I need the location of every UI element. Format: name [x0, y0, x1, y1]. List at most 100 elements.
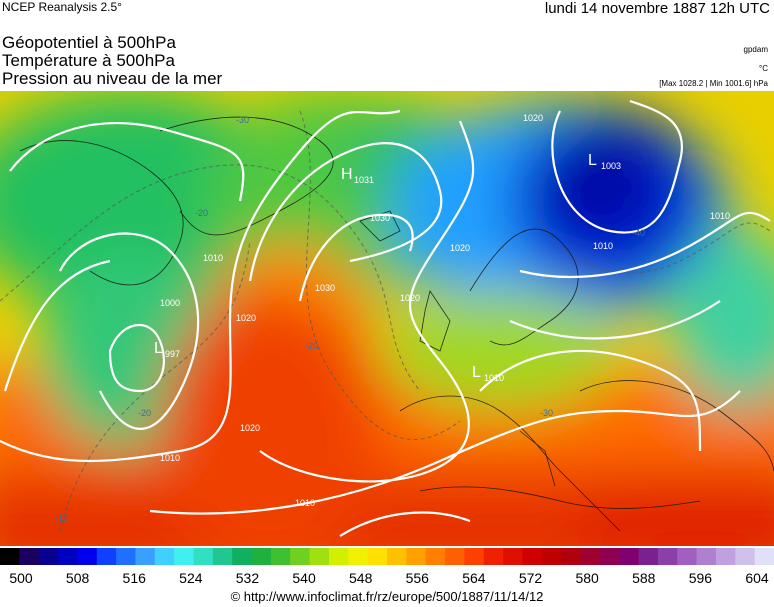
color-scale-tick-label: 596 — [688, 570, 713, 586]
color-scale-swatch — [154, 548, 175, 565]
color-scale-swatch — [580, 548, 601, 565]
color-scale-swatch — [715, 548, 736, 565]
color-scale-swatch — [232, 548, 253, 565]
isobar-label: 1030 — [315, 283, 335, 293]
isobar-label: 1020 — [236, 313, 256, 323]
color-scale-swatch — [735, 548, 756, 565]
color-scale-swatch — [503, 548, 523, 565]
color-scale-swatch — [445, 548, 465, 565]
color-scale-swatch — [619, 548, 640, 565]
isobar-label: 1010 — [593, 241, 613, 251]
color-scale-swatch — [367, 548, 388, 565]
color-scale-labels: 500 508 516 524 532 540 548 556 564 572 580 588 596 6… — [0, 570, 774, 588]
temperature-labels: -30 -20 -20 -20 -10 -40 -30 — [55, 115, 645, 523]
color-scale-tick-label: 556 — [405, 570, 429, 586]
credit-url[interactable]: © http://www.infoclimat.fr/rz/europe/500… — [230, 589, 544, 604]
isobar-label: 1020 — [400, 293, 420, 303]
color-scale-swatch — [406, 548, 427, 565]
high-pressure-value: 1031 — [354, 175, 374, 185]
date-label: lundi 14 novembre 1887 12h UTC — [544, 0, 770, 17]
color-scale-swatch — [657, 548, 678, 565]
color-scale-tick-label: 516 — [122, 570, 146, 586]
low-pressure-marker: L — [154, 340, 163, 357]
geopotential-field — [0, 91, 774, 546]
unit-pressure-range: [Max 1028.2 | Min 1001.6] hPa — [659, 79, 768, 88]
color-scale-swatch — [38, 548, 59, 565]
color-scale-swatch — [541, 548, 562, 565]
title-pressure: Pression au niveau de la mer — [2, 69, 223, 88]
color-scale-swatch — [212, 548, 233, 565]
isobar-label: 1020 — [450, 243, 470, 253]
temperature-label: -30 — [540, 408, 553, 418]
isobar-label: 1010 — [160, 453, 180, 463]
color-scale-swatch — [599, 548, 620, 565]
color-scale-swatch — [638, 548, 659, 565]
color-scale-swatch — [0, 548, 20, 565]
color-scale-swatch — [309, 548, 330, 565]
color-scale-swatch — [696, 548, 717, 565]
color-scale-tick-label: 564 — [462, 570, 486, 586]
color-scale-swatch — [193, 548, 214, 565]
isobar-label: 1020 — [523, 113, 543, 123]
low-pressure-marker: L — [588, 152, 597, 169]
source-label: NCEP Reanalysis 2.5° — [2, 0, 122, 14]
color-scale-swatch — [328, 548, 349, 565]
high-pressure-marker: H — [341, 166, 353, 183]
low-pressure-value: 1010 — [484, 373, 504, 383]
unit-celsius: °C — [759, 64, 768, 73]
color-scale-swatch — [19, 548, 40, 565]
color-scale-swatch — [677, 548, 698, 565]
color-scale-swatch — [464, 548, 485, 565]
temperature-label: -30 — [236, 115, 249, 125]
isobar-label: 1030 — [370, 213, 390, 223]
temperature-contours — [0, 110, 771, 532]
isobars — [0, 99, 771, 537]
color-scale-swatch — [425, 548, 446, 565]
color-scale-tick-label: 524 — [179, 570, 203, 586]
isobar-label: 1010 — [203, 253, 223, 263]
color-scale-swatch — [522, 548, 543, 565]
color-scale-swatch — [96, 548, 117, 565]
color-scale-swatch — [387, 548, 407, 565]
low-pressure-value: 997 — [165, 349, 180, 359]
color-scale-swatch — [270, 548, 291, 565]
color-scale-swatch — [251, 548, 272, 565]
color-scale-swatch — [483, 548, 504, 565]
low-pressure-marker: L — [472, 364, 481, 381]
temperature-label: -10 — [55, 513, 68, 523]
color-scale — [0, 548, 774, 565]
color-scale-tick-label: 532 — [235, 570, 260, 586]
color-scale-tick-label: 580 — [575, 570, 599, 586]
weather-map: 1010 1020 1030 1020 1030 1020 1010 1000 … — [0, 91, 774, 546]
color-scale-swatch — [77, 548, 98, 565]
color-scale-swatch — [348, 548, 369, 565]
color-scale-tick-label: 604 — [745, 570, 769, 586]
temperature-label: -20 — [138, 408, 151, 418]
color-scale-swatch — [116, 548, 136, 565]
color-scale-tick-label: 540 — [292, 570, 316, 586]
isobar-label: 1010 — [710, 211, 730, 221]
color-scale-swatch — [58, 548, 78, 565]
isobar-label: 1020 — [240, 423, 260, 433]
color-scale-tick-label: 500 — [9, 570, 33, 586]
color-scale-swatch — [290, 548, 311, 565]
color-scale-tick-label: 572 — [518, 570, 543, 586]
isobar-labels: 1010 1020 1030 1020 1030 1020 1010 1000 … — [160, 113, 730, 508]
pressure-centers: H 1031 L 1003 L 997 L 1010 — [154, 152, 621, 383]
color-scale-swatch — [754, 548, 774, 565]
color-scale-swatch — [174, 548, 194, 565]
color-scale-tick-label: 588 — [632, 570, 656, 586]
color-scale-swatch — [561, 548, 581, 565]
temperature-label: -40 — [632, 228, 645, 238]
unit-gpdam: gpdam — [743, 45, 768, 54]
temperature-label: -20 — [305, 341, 318, 351]
color-scale-tick-label: 548 — [349, 570, 373, 586]
isobar-label: 1000 — [160, 298, 180, 308]
title-temperature: Température à 500hPa — [2, 51, 175, 70]
low-pressure-value: 1003 — [601, 161, 621, 171]
color-scale-swatch — [135, 548, 156, 565]
title-geopotential: Géopotentiel à 500hPa — [2, 33, 176, 52]
isobar-label: 1010 — [295, 498, 315, 508]
coastlines — [19, 116, 774, 532]
color-scale-tick-label: 508 — [65, 570, 90, 586]
